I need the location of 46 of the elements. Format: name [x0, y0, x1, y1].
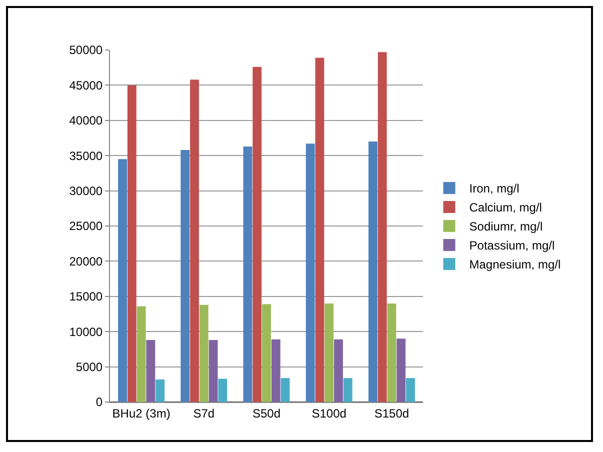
- bar: [406, 378, 415, 402]
- bar: [378, 52, 387, 402]
- bar: [208, 340, 218, 402]
- legend-label: Iron, mg/l: [469, 182, 520, 196]
- y-tick-label: 10000: [69, 324, 103, 339]
- bar: [156, 379, 165, 402]
- y-tick-label: 40000: [69, 114, 103, 128]
- x-tick-label: S150d: [374, 406, 410, 420]
- bar: [368, 142, 378, 402]
- legend-label: Magnesium, mg/l: [469, 258, 561, 272]
- bar: [180, 150, 190, 402]
- y-tick-label: 30000: [69, 184, 103, 198]
- bar: [199, 304, 208, 402]
- bar: [262, 304, 271, 402]
- legend-label: Calcium, mg/l: [469, 200, 542, 215]
- bar: [315, 58, 324, 402]
- x-tick-label: S50d: [252, 406, 281, 420]
- y-tick-label: 20000: [69, 254, 103, 268]
- bar: [306, 144, 315, 402]
- bar: [387, 303, 396, 402]
- bar: [324, 303, 334, 402]
- bar: [396, 338, 406, 402]
- x-tick-label: BHu2 (3m): [112, 406, 170, 420]
- y-tick-label: 5000: [76, 360, 103, 374]
- bar: [252, 66, 262, 402]
- y-tick-label: 35000: [69, 148, 103, 163]
- y-tick-label: 15000: [69, 290, 103, 304]
- x-tick-label: S7d: [193, 406, 215, 420]
- bar: [343, 378, 352, 402]
- legend-label: Potassium, mg/l: [469, 238, 555, 253]
- bar: [127, 85, 136, 402]
- bar: [146, 340, 156, 402]
- bar: [136, 306, 146, 402]
- legend-label: Sodiumr, mg/l: [469, 220, 543, 234]
- bar: [280, 378, 290, 402]
- bar: [218, 378, 228, 402]
- x-tick-label: S100d: [312, 406, 346, 420]
- y-tick-label: 50000: [69, 43, 103, 58]
- bar: [334, 339, 343, 402]
- y-tick-label: 0: [96, 395, 103, 410]
- bar: [118, 159, 127, 402]
- bar: [243, 146, 252, 402]
- y-tick-label: 45000: [69, 78, 103, 92]
- y-tick-label: 25000: [69, 219, 103, 234]
- bar: [271, 339, 280, 402]
- bar: [190, 80, 199, 402]
